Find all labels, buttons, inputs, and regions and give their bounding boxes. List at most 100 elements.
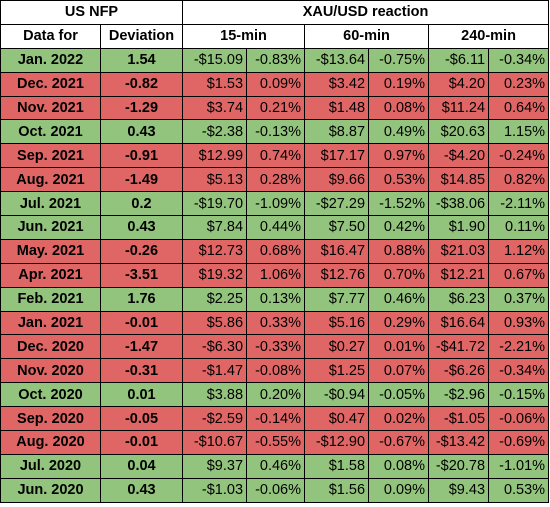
- row-60min-percent-cell: -0.75%: [368, 47, 430, 73]
- group-header-xauusd-reaction: XAU/USD reaction: [182, 0, 550, 25]
- row-15min-percent-cell: 0.74%: [246, 143, 306, 169]
- table-row: Aug. 2021 -1.49 $5.13 0.28% $9.66 0.53% $14.85…: [0, 167, 550, 193]
- row-15min-percent-cell: -0.55%: [246, 430, 306, 455]
- group-header-us-nfp: US NFP: [0, 0, 184, 25]
- row-date-cell: Aug. 2021: [0, 167, 101, 193]
- row-15min-percent-cell: 0.33%: [246, 310, 306, 336]
- column-header-60-min: 60-min: [304, 23, 430, 49]
- row-date-cell: Apr. 2021: [0, 262, 101, 288]
- row-240min-percent-cell: 0.53%: [488, 477, 550, 503]
- row-deviation-cell: -0.01: [99, 310, 184, 336]
- row-240min-percent-cell: 0.23%: [488, 71, 550, 97]
- row-240min-change-cell: $4.20: [428, 71, 490, 97]
- row-240min-change-cell: $9.43: [428, 477, 490, 503]
- row-15min-percent-cell: 1.06%: [246, 262, 306, 288]
- row-240min-percent-cell: 0.82%: [488, 167, 550, 193]
- row-15min-change-cell: $12.73: [182, 238, 248, 264]
- row-15min-percent-cell: -0.33%: [246, 334, 306, 360]
- row-60min-change-cell: $1.56: [304, 477, 370, 503]
- row-deviation-cell: -3.51: [99, 262, 184, 288]
- table-row: Oct. 2020 0.01 $3.88 0.20% -$0.94 -0.05% -$2.9…: [0, 382, 550, 408]
- row-date-cell: Oct. 2021: [0, 119, 101, 145]
- row-60min-change-cell: $9.66: [304, 167, 370, 193]
- row-15min-change-cell: -$1.03: [182, 477, 248, 503]
- row-60min-percent-cell: 0.42%: [368, 215, 430, 240]
- row-240min-percent-cell: 0.93%: [488, 310, 550, 336]
- row-60min-percent-cell: -0.67%: [368, 430, 430, 455]
- row-deviation-cell: -0.91: [99, 143, 184, 169]
- row-60min-percent-cell: -0.05%: [368, 382, 430, 408]
- row-240min-percent-cell: -0.06%: [488, 406, 550, 432]
- column-header-date: Data for: [0, 23, 101, 49]
- row-15min-change-cell: $19.32: [182, 262, 248, 288]
- row-60min-percent-cell: 0.88%: [368, 238, 430, 264]
- row-15min-change-cell: $5.13: [182, 167, 248, 193]
- row-240min-change-cell: -$20.78: [428, 453, 490, 479]
- row-240min-change-cell: -$6.11: [428, 47, 490, 73]
- column-header-deviation: Deviation: [99, 23, 184, 49]
- row-240min-change-cell: -$13.42: [428, 430, 490, 455]
- row-date-cell: Dec. 2021: [0, 71, 101, 97]
- row-15min-change-cell: $2.25: [182, 286, 248, 312]
- row-240min-change-cell: $16.64: [428, 310, 490, 336]
- table-row: Apr. 2021 -3.51 $19.32 1.06% $12.76 0.70% $12.…: [0, 262, 550, 288]
- row-60min-percent-cell: 0.08%: [368, 95, 430, 121]
- table-row: Nov. 2021 -1.29 $3.74 0.21% $1.48 0.08% $11.24…: [0, 95, 550, 121]
- row-60min-change-cell: -$0.94: [304, 382, 370, 408]
- row-240min-percent-cell: -0.69%: [488, 430, 550, 455]
- row-240min-percent-cell: -2.21%: [488, 334, 550, 360]
- header-group-row: US NFP XAU/USD reaction: [0, 0, 550, 25]
- row-date-cell: Dec. 2020: [0, 334, 101, 360]
- row-deviation-cell: -1.29: [99, 95, 184, 121]
- row-240min-percent-cell: 1.12%: [488, 238, 550, 264]
- row-60min-percent-cell: 0.07%: [368, 358, 430, 384]
- row-240min-percent-cell: -0.24%: [488, 143, 550, 169]
- row-240min-change-cell: -$2.96: [428, 382, 490, 408]
- table-row: Nov. 2020 -0.31 -$1.47 -0.08% $1.25 0.07% -$6.…: [0, 358, 550, 384]
- row-60min-change-cell: $7.77: [304, 286, 370, 312]
- row-15min-change-cell: -$1.47: [182, 358, 248, 384]
- row-deviation-cell: 0.01: [99, 382, 184, 408]
- row-15min-percent-cell: 0.21%: [246, 95, 306, 121]
- table-row: Jun. 2020 0.43 -$1.03 -0.06% $1.56 0.09% $9.43…: [0, 477, 550, 503]
- row-240min-percent-cell: -0.34%: [488, 358, 550, 384]
- row-date-cell: Oct. 2020: [0, 382, 101, 408]
- row-240min-percent-cell: 0.64%: [488, 95, 550, 121]
- row-deviation-cell: 0.43: [99, 215, 184, 240]
- row-60min-percent-cell: 0.70%: [368, 262, 430, 288]
- row-240min-change-cell: -$38.06: [428, 191, 490, 217]
- row-date-cell: Jul. 2021: [0, 191, 101, 217]
- row-15min-percent-cell: 0.20%: [246, 382, 306, 408]
- row-15min-change-cell: $3.88: [182, 382, 248, 408]
- row-deviation-cell: -0.31: [99, 358, 184, 384]
- table-row: Jan. 2022 1.54 -$15.09 -0.83% -$13.64 -0.75% -…: [0, 47, 550, 73]
- row-deviation-cell: -0.05: [99, 406, 184, 432]
- row-60min-percent-cell: 0.01%: [368, 334, 430, 360]
- table-row: Jan. 2021 -0.01 $5.86 0.33% $5.16 0.29% $16.64…: [0, 310, 550, 336]
- row-15min-change-cell: -$2.59: [182, 406, 248, 432]
- row-60min-percent-cell: 0.46%: [368, 286, 430, 312]
- table-row: Feb. 2021 1.76 $2.25 0.13% $7.77 0.46% $6.23 0.…: [0, 286, 550, 312]
- row-15min-change-cell: $9.37: [182, 453, 248, 479]
- row-15min-change-cell: $12.99: [182, 143, 248, 169]
- row-60min-change-cell: $1.48: [304, 95, 370, 121]
- table-row: Sep. 2020 -0.05 -$2.59 -0.14% $0.47 0.02% -$1.…: [0, 406, 550, 432]
- row-60min-change-cell: -$12.90: [304, 430, 370, 455]
- row-60min-change-cell: $0.47: [304, 406, 370, 432]
- row-240min-change-cell: -$41.72: [428, 334, 490, 360]
- row-60min-change-cell: $3.42: [304, 71, 370, 97]
- row-240min-percent-cell: -0.34%: [488, 47, 550, 73]
- table-row: May. 2021 -0.26 $12.73 0.68% $16.47 0.88% $21.…: [0, 238, 550, 264]
- row-240min-change-cell: $21.03: [428, 238, 490, 264]
- row-60min-change-cell: $12.76: [304, 262, 370, 288]
- row-60min-change-cell: -$27.29: [304, 191, 370, 217]
- row-60min-change-cell: $8.87: [304, 119, 370, 145]
- row-240min-change-cell: -$4.20: [428, 143, 490, 169]
- column-header-240-min: 240-min: [428, 23, 550, 49]
- row-date-cell: Sep. 2021: [0, 143, 101, 169]
- row-date-cell: Nov. 2021: [0, 95, 101, 121]
- row-240min-change-cell: $14.85: [428, 167, 490, 193]
- row-60min-percent-cell: 0.49%: [368, 119, 430, 145]
- row-15min-percent-cell: -0.08%: [246, 358, 306, 384]
- row-240min-percent-cell: 0.11%: [488, 215, 550, 240]
